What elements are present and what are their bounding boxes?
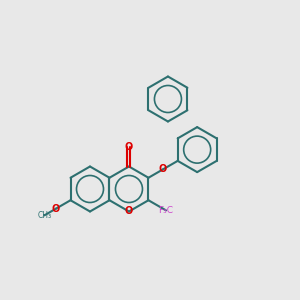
Text: CH₃: CH₃ — [37, 211, 51, 220]
Text: O: O — [125, 142, 133, 152]
Text: O: O — [159, 164, 167, 174]
Text: F₃C: F₃C — [158, 206, 173, 215]
Text: O: O — [125, 206, 133, 217]
Text: O: O — [52, 204, 60, 214]
